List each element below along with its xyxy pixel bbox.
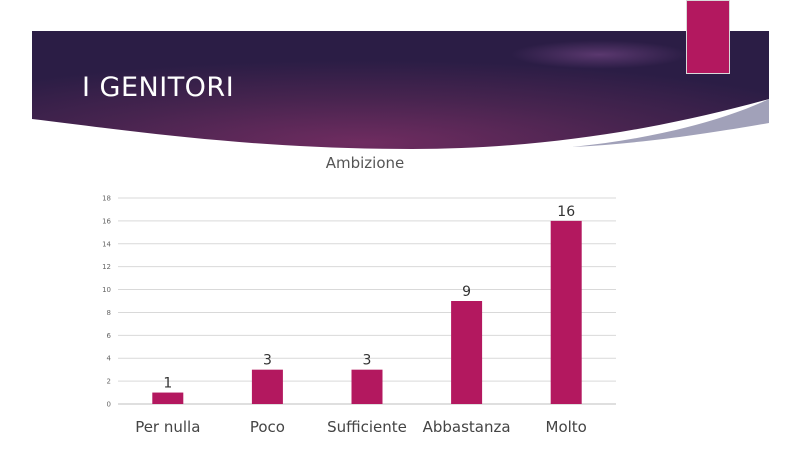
- bar: [451, 301, 483, 404]
- bar: [251, 369, 283, 404]
- y-tick-label: 8: [107, 309, 111, 317]
- y-tick-label: 0: [107, 401, 111, 409]
- data-label: 3: [263, 353, 272, 369]
- data-label: 16: [557, 204, 575, 220]
- y-tick-label: 4: [107, 355, 112, 363]
- y-tick-label: 18: [102, 195, 111, 203]
- x-category-label: Sufficiente: [327, 418, 407, 436]
- x-category-label: Molto: [546, 418, 587, 436]
- y-tick-label: 12: [102, 263, 111, 271]
- y-tick-label: 6: [107, 332, 112, 340]
- corner-accent-tab: [686, 0, 730, 74]
- data-label: 3: [363, 353, 372, 369]
- y-tick-label: 2: [107, 378, 111, 386]
- x-category-label: Abbastanza: [423, 418, 511, 436]
- page-title: I GENITORI: [82, 72, 235, 103]
- y-tick-label: 10: [102, 286, 111, 294]
- bar: [351, 369, 383, 404]
- data-label: 9: [462, 284, 471, 300]
- title-banner: [32, 31, 769, 149]
- chart-labels: 0 2 4 6 8 10 12 14 16 18 1 Per nulla 3 Poco 3 Sufficien…: [102, 195, 587, 437]
- bar: [152, 392, 184, 404]
- x-category-label: Per nulla: [135, 418, 200, 436]
- y-tick-label: 14: [102, 240, 111, 248]
- chart-title: Ambizione: [325, 154, 405, 172]
- y-tick-label: 16: [102, 217, 111, 225]
- data-label: 1: [163, 376, 172, 392]
- bar: [550, 220, 582, 404]
- chart-bars: [152, 220, 582, 404]
- x-category-label: Poco: [250, 418, 285, 436]
